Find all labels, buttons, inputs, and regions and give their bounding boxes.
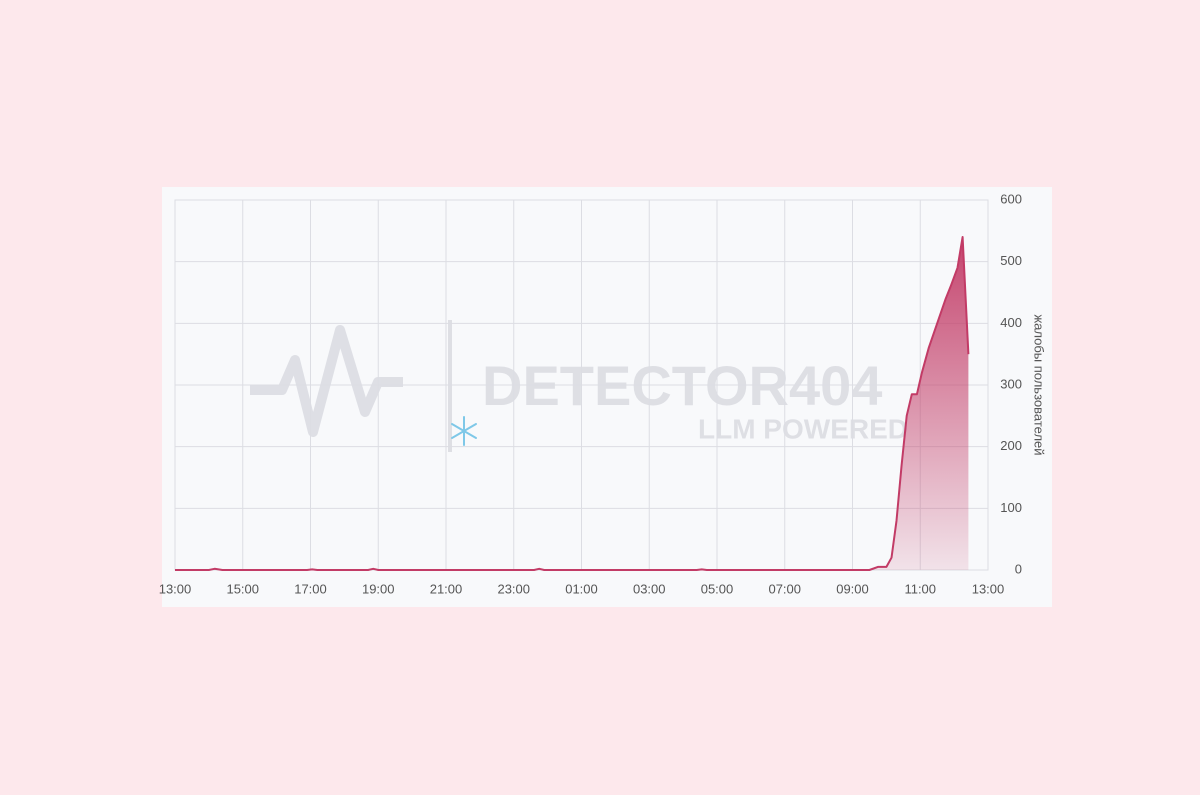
watermark-subtitle: LLM POWERED xyxy=(698,413,908,444)
x-tick-label: 15:00 xyxy=(226,581,259,596)
y-tick-label: 300 xyxy=(1000,376,1022,391)
x-tick-label: 07:00 xyxy=(768,581,801,596)
x-tick-label: 21:00 xyxy=(430,581,463,596)
y-axis-label: жалобы пользователей xyxy=(1032,314,1047,455)
y-tick-label: 500 xyxy=(1000,253,1022,268)
x-tick-label: 05:00 xyxy=(701,581,734,596)
x-tick-label: 03:00 xyxy=(633,581,666,596)
y-tick-label: 0 xyxy=(1015,561,1022,576)
x-tick-label: 19:00 xyxy=(362,581,395,596)
x-tick-label: 13:00 xyxy=(159,581,192,596)
x-tick-label: 13:00 xyxy=(972,581,1005,596)
y-tick-label: 100 xyxy=(1000,500,1022,515)
x-tick-label: 17:00 xyxy=(294,581,327,596)
snowflake-icon xyxy=(451,416,477,446)
x-tick-label: 11:00 xyxy=(904,581,936,596)
x-tick-label: 23:00 xyxy=(497,581,530,596)
x-tick-label: 09:00 xyxy=(836,581,869,596)
y-tick-label: 600 xyxy=(1000,191,1022,206)
x-tick-label: 01:00 xyxy=(565,581,598,596)
y-tick-label: 200 xyxy=(1000,438,1022,453)
line xyxy=(175,236,970,571)
y-tick-label: 400 xyxy=(1000,315,1022,330)
